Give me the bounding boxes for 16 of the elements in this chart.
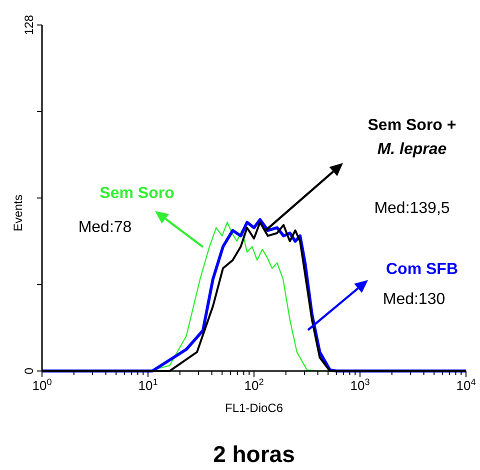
x-tick-label: 10$^{2}$ — [244, 377, 264, 393]
text: Com SFB — [386, 261, 458, 278]
y-axis-title: Events — [11, 194, 25, 232]
x-tick-label: 10$^{0}$ — [32, 377, 52, 393]
y-tick-label: 0 — [22, 367, 36, 374]
x-tick-label: 10$^{4}$ — [456, 377, 476, 393]
x-axis-title: FL1-DioC6 — [224, 401, 284, 415]
annotation: Med:139,5 — [374, 200, 450, 217]
text: Sem Soro — [100, 185, 175, 202]
x-tick-label: 10$^{1}$ — [138, 377, 158, 393]
annotation: Med:78 — [78, 219, 132, 236]
annotation: Med:130 — [382, 291, 446, 308]
text: 2 horas — [213, 441, 295, 467]
x-tick-label: 10$^{3}$ — [350, 377, 370, 393]
text: Sem Soro + M. leprae — [368, 117, 456, 158]
y-tick-label: 128 — [22, 14, 36, 36]
